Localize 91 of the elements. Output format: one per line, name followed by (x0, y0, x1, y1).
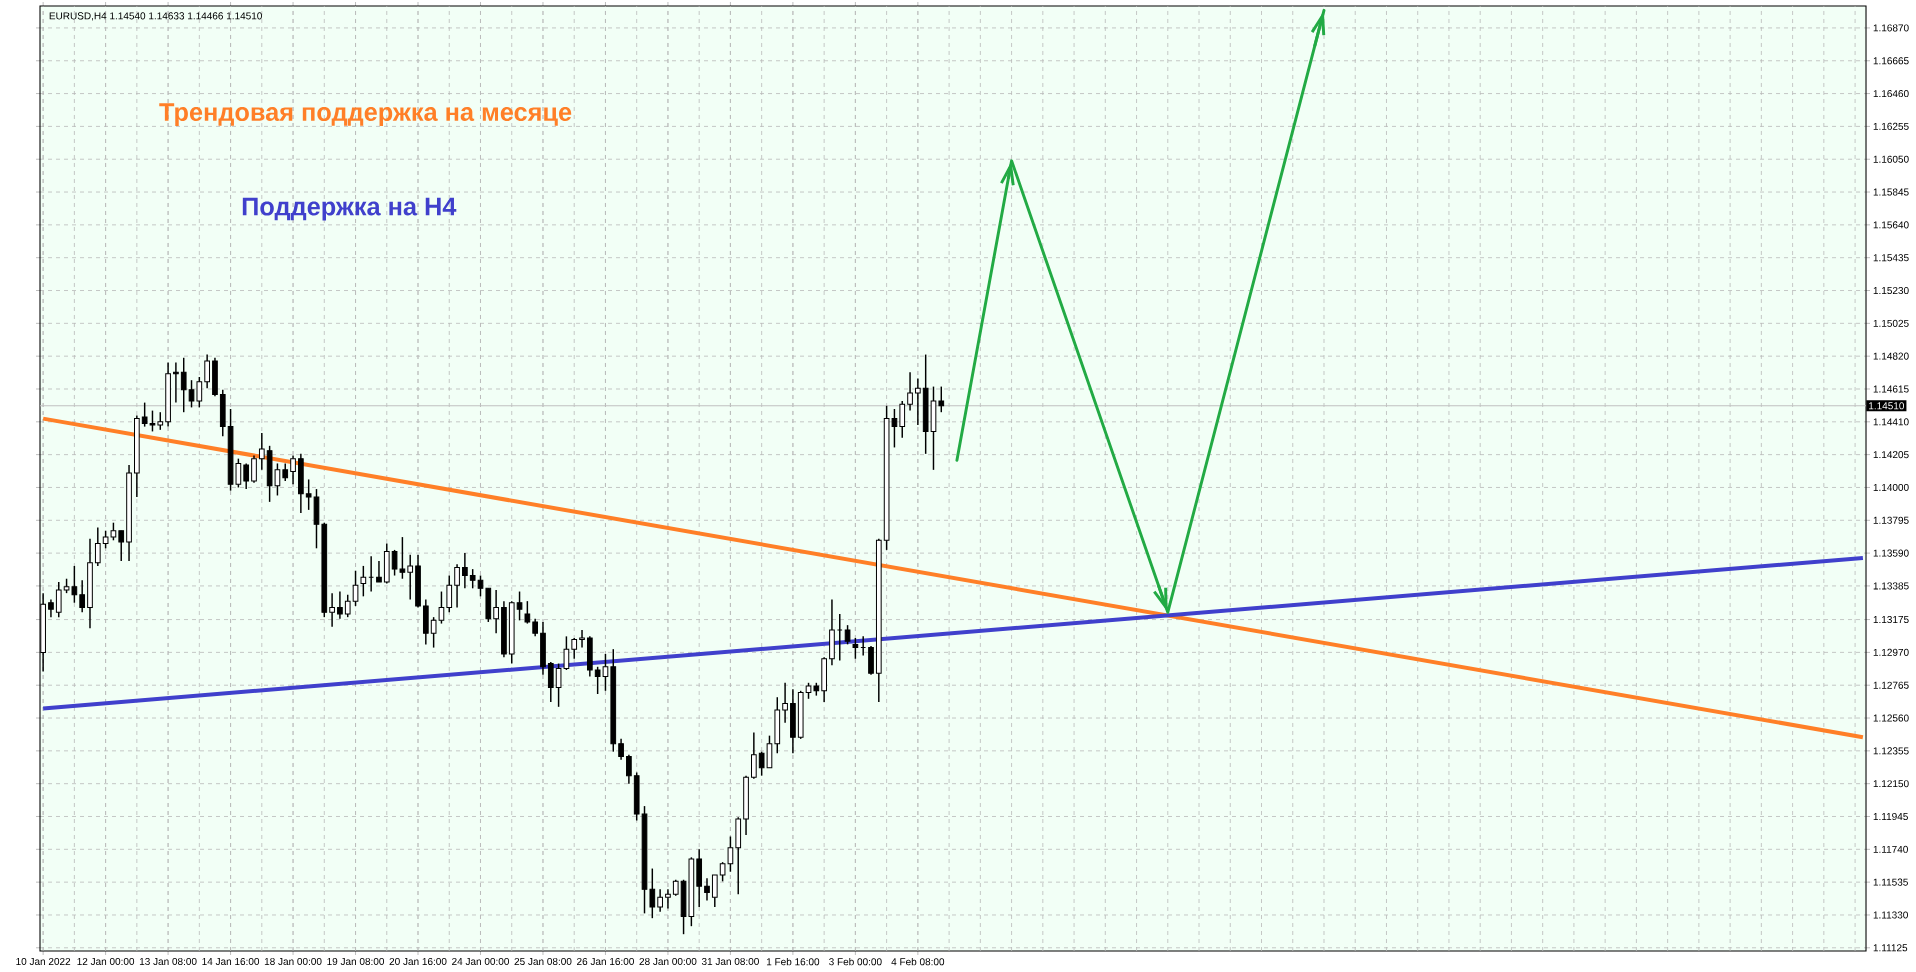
y-tick-label: 1.15025 (1873, 319, 1909, 327)
candlestick (376, 560, 382, 583)
y-tick-label: 1.11945 (1873, 812, 1908, 821)
y-tick-label: 1.13175 (1873, 616, 1909, 624)
y-tick-label: 1.12150 (1873, 780, 1909, 788)
y-tick-label: 1.14615 (1873, 385, 1909, 393)
y-tick-label: 1.14410 (1873, 418, 1909, 426)
y-tick-label: 1.14205 (1873, 451, 1909, 459)
y-tick-label: 1.16255 (1873, 122, 1909, 130)
line-series (955, 8, 1326, 614)
x-tick-label: 26 Jan 16:00 (577, 957, 634, 966)
candlestick (446, 574, 453, 614)
y-tick-label: 1.16050 (1873, 155, 1909, 163)
x-tick-label: 3 Feb 00:00 (829, 957, 882, 966)
candlestick (352, 569, 359, 607)
y-tick-label: 1.14820 (1873, 352, 1909, 360)
candlestick (915, 377, 921, 426)
y-tick-label: 1.16870 (1873, 24, 1909, 32)
candlestick (782, 682, 788, 724)
x-tick-label: 18 Jan 00:00 (264, 957, 322, 966)
candlestick (844, 624, 851, 646)
y-tick-label: 1.15435 (1873, 254, 1909, 262)
candlestick (204, 353, 210, 389)
candlestick (258, 432, 265, 471)
ref-line-label: 1.14510 (1869, 402, 1905, 410)
x-tick-label: 10 Jan 2022 (16, 957, 71, 966)
y-tick-label: 1.11125 (1873, 944, 1908, 952)
candlestick (907, 371, 913, 412)
x-tick-label: 13 Jan 08:00 (139, 957, 197, 966)
x-tick-label: 1 Feb 16:00 (766, 957, 820, 966)
candlestick (454, 563, 460, 609)
candlestick (626, 754, 632, 785)
candlestick (469, 568, 476, 590)
x-tick-label: 24 Jan 00:00 (452, 957, 509, 966)
y-tick-label: 1.11330 (1873, 911, 1908, 919)
y-tick-label: 1.14000 (1873, 483, 1909, 492)
x-tick-label: 28 Jan 00:00 (639, 957, 697, 966)
candlestick (94, 526, 101, 567)
y-tick-label: 1.13795 (1873, 516, 1909, 524)
candlestick (899, 400, 906, 439)
candlestick (329, 592, 335, 628)
candlestick (751, 731, 757, 780)
text: Поддержка на H4 (242, 197, 457, 221)
candlestick (493, 589, 499, 634)
text: Трендовая поддержка на месяце (159, 103, 572, 127)
candlestick (180, 357, 187, 413)
candlestick (704, 877, 710, 902)
candlestick (290, 454, 296, 485)
candlestick (836, 613, 843, 662)
x-tick-label: 25 Jan 08:00 (514, 957, 572, 966)
candlestick (711, 874, 718, 908)
candlestick (579, 629, 585, 649)
candlestick (79, 579, 86, 614)
x-tick-label: 12 Jan 00:00 (77, 957, 135, 966)
candlestick (344, 594, 351, 618)
candlestick (55, 581, 62, 618)
candlestick (337, 590, 343, 620)
candlestick (852, 637, 859, 660)
x-tick-label: 31 Jan 08:00 (701, 957, 759, 966)
y-tick-label: 1.13590 (1873, 549, 1909, 557)
candlestick (407, 553, 414, 601)
candlestick (618, 738, 624, 761)
y-tick-label: 1.16460 (1873, 90, 1909, 98)
y-tick-label: 1.11740 (1873, 845, 1908, 853)
candlestick (516, 590, 523, 622)
y-tick-label: 1.15230 (1873, 286, 1909, 295)
candlestick (360, 565, 367, 598)
x-tick-label: 4 Feb 08:00 (891, 957, 945, 966)
y-tick-label: 1.12355 (1873, 747, 1909, 755)
y-tick-label: 1.16665 (1873, 57, 1909, 65)
y-tick-label: 1.15845 (1873, 188, 1909, 196)
candlestick (243, 462, 250, 490)
candlestick (938, 385, 945, 413)
candlestick (477, 574, 484, 598)
y-tick-label: 1.12560 (1873, 714, 1909, 722)
candlestick (657, 888, 663, 913)
x-tick-label: 14 Jan 16:00 (202, 957, 260, 966)
candlestick (118, 529, 125, 562)
y-tick-label: 1.13385 (1873, 582, 1909, 590)
text: EURUSD,H4 1.14540 1.14633 1.14466 1.14510 (49, 12, 262, 21)
y-tick-label: 1.15640 (1873, 221, 1909, 229)
candlestick (665, 888, 671, 910)
candlestick (524, 600, 531, 625)
candlestick (251, 454, 257, 484)
y-tick-label: 1.11535 (1873, 878, 1908, 886)
y-tick-label: 1.12970 (1873, 648, 1909, 656)
y-tick-label: 1.12765 (1873, 681, 1909, 689)
candlestick (571, 637, 578, 660)
x-tick-label: 20 Jan 16:00 (389, 957, 447, 966)
candlestick (462, 552, 468, 590)
x-tick-label: 19 Jan 08:00 (327, 957, 385, 966)
